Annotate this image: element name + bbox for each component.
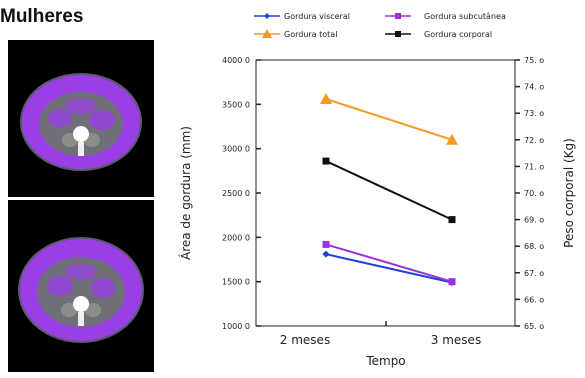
legend-marker-gordura-subcutanea [395,13,401,19]
y-axis-title-left: Área de gordura (mm) [178,126,193,260]
series-line-gordura-corporal [325,160,453,221]
plot-area-frame [255,59,516,327]
data-point-gordura-corporal-1 [448,216,456,224]
series-layer [320,93,458,287]
legend-label-gordura-visceral: Gordura visceral [284,12,350,21]
right-tick-label: 73. o [524,109,544,118]
data-point-gordura-corporal-0 [322,157,330,165]
series-line-gordura-total [325,98,453,141]
figure-title: Mulheres [0,6,84,27]
legend-label-gordura-subcutanea: Gordura subcutânea [424,12,506,21]
right-tick-label: 69. o [524,216,544,225]
right-tick-label: 74. o [524,83,544,92]
legend-label-gordura-corporal: Gordura corporal [424,30,492,39]
data-point-gordura-subcutanea-1 [448,278,456,286]
right-tick-label: 75. o [524,56,544,65]
x-tick-label-2-meses: 2 meses [280,333,330,347]
left-tick-label: 3500 0 [222,100,250,109]
legend-marker-gordura-visceral [264,13,270,19]
left-tick-label: 2500 0 [222,189,250,198]
legend: Gordura visceral Gordura subcutânea Gord… [254,12,506,39]
data-point-gordura-total-1 [446,133,458,145]
x-tick-label-3-meses: 3 meses [431,333,481,347]
right-tick-label: 71. o [524,162,544,171]
legend-label-gordura-total: Gordura total [284,30,337,39]
x-axis-title: Tempo [365,354,405,368]
data-point-gordura-visceral-0 [322,250,330,258]
series-line-gordura-visceral [325,253,453,284]
right-tick-label: 68. o [524,242,544,251]
right-axis-ticks: 65. o 66. o 67. o 68. o 69. o 70. o 71. o 72. o… [515,56,544,331]
left-tick-label: 1500 0 [222,278,250,287]
left-axis-ticks: 1000 0 1500 0 2000 0 2500 0 3000 0 3500 0 4000… [222,56,261,331]
ct-scan-image-top [8,40,154,197]
data-point-gordura-subcutanea-0 [322,240,330,248]
left-tick-label: 4000 0 [222,56,250,65]
left-tick-label: 2000 0 [222,233,250,242]
y-axis-title-right: Peso corporal (Kg) [562,138,576,248]
left-tick-label: 3000 0 [222,145,250,154]
right-tick-label: 67. o [524,269,544,278]
series-line-gordura-subcutanea [325,243,453,283]
left-tick-label: 1000 0 [222,322,250,331]
right-tick-label: 70. o [524,189,544,198]
right-tick-label: 66. o [524,295,544,304]
right-tick-label: 65. o [524,322,544,331]
ct-scan-image-bottom [8,200,154,372]
data-point-gordura-total-0 [320,93,332,105]
legend-marker-gordura-total [262,29,272,38]
right-tick-label: 72. o [524,136,544,145]
legend-marker-gordura-corporal [395,31,401,37]
